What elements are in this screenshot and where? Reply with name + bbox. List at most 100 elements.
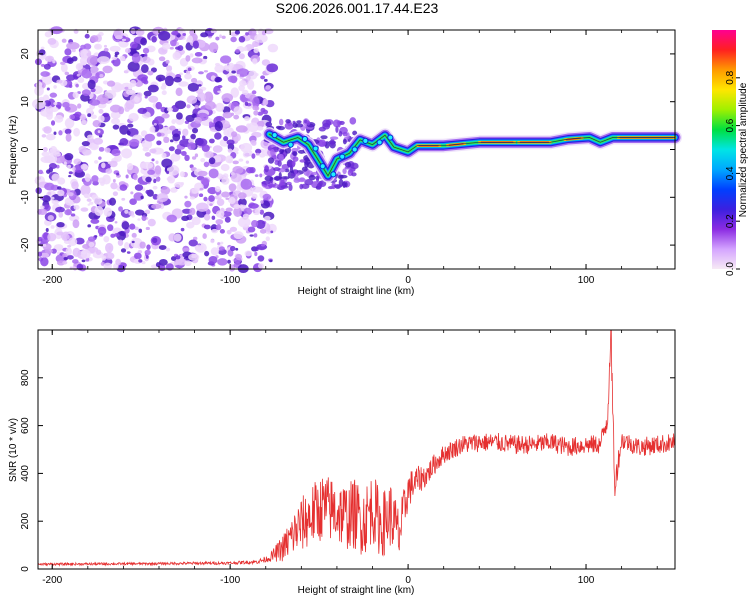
transition-speckle-blob (297, 149, 306, 154)
noise-speckle-blob (123, 70, 129, 74)
noise-speckle-blob (110, 118, 121, 125)
noise-speckle-blob (153, 122, 157, 126)
noise-speckle-blob (95, 44, 100, 49)
noise-speckle-blob (196, 202, 209, 212)
noise-speckle-blob (141, 139, 153, 149)
figure-title: S206.2026.001.17.44.E23 (275, 0, 439, 16)
noise-speckle-blob (255, 246, 259, 252)
noise-speckle-blob (47, 38, 57, 45)
noise-speckle-blob (200, 32, 209, 38)
noise-speckle-blob (42, 146, 48, 153)
noise-speckle-blob (173, 76, 182, 83)
noise-speckle-blob (87, 79, 96, 90)
noise-speckle-blob (32, 98, 46, 110)
noise-speckle-blob (214, 121, 223, 132)
noise-speckle-blob (181, 150, 187, 156)
noise-speckle-blob (57, 186, 62, 190)
noise-speckle-blob (233, 206, 242, 218)
noise-speckle-blob (229, 226, 238, 232)
noise-speckle-blob (57, 177, 66, 185)
noise-speckle-blob (137, 218, 141, 221)
noise-speckle-blob (215, 224, 222, 231)
noise-speckle-blob (77, 103, 82, 109)
noise-speckle-blob (68, 84, 73, 89)
ridge-peak-dot (339, 153, 346, 160)
noise-speckle-blob (225, 65, 233, 72)
noise-speckle-blob (50, 225, 55, 229)
noise-speckle-blob (182, 247, 190, 252)
noise-speckle-blob (187, 142, 196, 151)
noise-speckle-blob (86, 107, 94, 116)
noise-speckle-blob (68, 174, 72, 178)
noise-speckle-blob (176, 112, 183, 120)
noise-speckle-blob (262, 173, 266, 177)
noise-speckle-blob (228, 196, 236, 205)
noise-speckle-blob (44, 31, 52, 38)
noise-speckle-blob (220, 241, 224, 245)
transition-speckle-blob (293, 177, 301, 183)
noise-speckle-blob (166, 176, 173, 182)
noise-speckle-blob (53, 102, 58, 106)
noise-speckle-blob (203, 213, 211, 221)
noise-speckle-blob (37, 208, 48, 215)
noise-speckle-blob (154, 165, 162, 175)
noise-speckle-blob (150, 67, 157, 73)
noise-speckle-blob (138, 259, 143, 263)
noise-speckle-blob (246, 79, 255, 90)
noise-speckle-blob (72, 166, 76, 172)
noise-speckle-blob (144, 152, 151, 157)
noise-speckle-blob (58, 130, 63, 136)
noise-speckle-blob (84, 33, 90, 39)
noise-speckle-blob (189, 53, 194, 58)
noise-speckle-blob (73, 127, 81, 137)
noise-speckle-blob (91, 175, 99, 183)
noise-speckle-blob (80, 184, 91, 196)
noise-speckle-blob (117, 239, 124, 246)
noise-speckle-blob (119, 138, 129, 146)
noise-speckle-blob (64, 209, 72, 216)
noise-speckle-blob (204, 101, 216, 110)
noise-speckle-blob (171, 104, 179, 113)
noise-speckle-blob (149, 148, 157, 154)
noise-speckle-blob (82, 244, 90, 249)
noise-speckle-blob (254, 208, 261, 214)
noise-speckle-blob (86, 52, 91, 57)
noise-speckle-blob (248, 203, 259, 209)
noise-speckle-blob (84, 173, 91, 182)
noise-speckle-blob (262, 193, 272, 201)
noise-speckle-blob (107, 224, 114, 232)
noise-speckle-blob (242, 213, 250, 219)
noise-speckle-blob (172, 133, 181, 142)
noise-speckle-blob (62, 234, 70, 240)
noise-speckle-blob (262, 109, 269, 115)
noise-speckle-blob (196, 40, 206, 48)
noise-speckle-blob (111, 148, 121, 157)
noise-speckle-blob (216, 198, 225, 207)
spectrogram-x-tick-label: 0 (405, 275, 411, 286)
noise-speckle-blob (80, 49, 89, 60)
transition-speckle-blob (267, 146, 272, 151)
noise-speckle-blob (251, 186, 264, 193)
noise-speckle-blob (63, 256, 68, 261)
noise-speckle-blob (222, 106, 231, 114)
noise-speckle-blob (191, 57, 203, 64)
noise-speckle-blob (196, 138, 208, 147)
noise-speckle-blob (169, 187, 178, 193)
noise-speckle-blob (63, 161, 67, 166)
spectrogram-x-ticks: -200 -100 0 100 (42, 30, 658, 286)
noise-speckle-blob (161, 113, 170, 119)
transition-speckle-blob (295, 123, 304, 128)
noise-speckle-blob (124, 48, 131, 54)
noise-speckle-blob (141, 64, 149, 74)
noise-speckle-blob (178, 81, 189, 87)
transition-speckle-blob (278, 118, 284, 126)
noise-speckle-blob (125, 174, 129, 179)
ridge-peak-dot (376, 139, 383, 146)
noise-speckle-blob (203, 91, 214, 103)
spectrogram-y-tick-label: 10 (20, 96, 31, 108)
noise-speckle-blob (40, 108, 53, 118)
transition-speckle-blob (338, 130, 343, 137)
noise-speckle-blob (90, 65, 99, 75)
snr-x-tick-label: 0 (405, 575, 411, 586)
ridge-peak-dot (271, 132, 278, 139)
